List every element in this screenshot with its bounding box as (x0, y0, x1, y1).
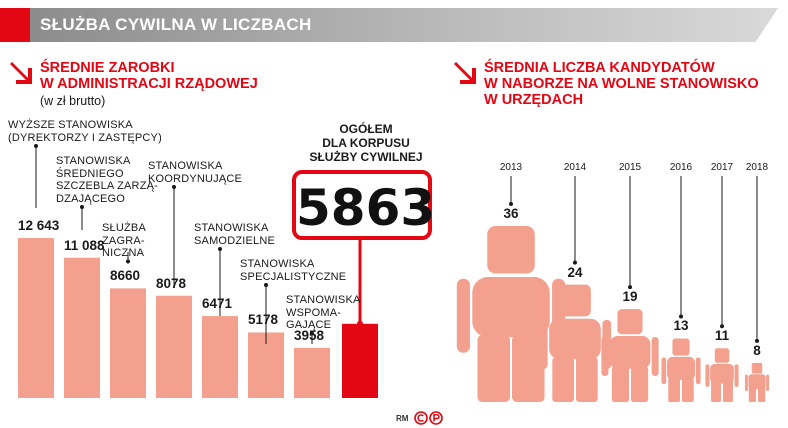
person-glyph-2 (601, 309, 659, 402)
value-label-5: 5178 (248, 312, 279, 328)
candidates-value-5: 8 (753, 342, 761, 358)
total-heading: OGÓŁEM DLA KORPUSU SŁUŻBY CYWILNEJ (309, 122, 423, 164)
candidates-value-1: 24 (567, 264, 583, 280)
total-connector-dot (357, 320, 363, 327)
copyright-logo (414, 411, 443, 425)
header-banner: SŁUŻBA CYWILNA W LICZBACH (0, 8, 788, 42)
bar-6 (294, 347, 330, 398)
bar-0 (18, 238, 54, 398)
category-label-0: WYŻSZE STANOWISKA (DYREKTORZY I ZASTĘPCY… (8, 119, 162, 144)
year-leader-dot-0 (509, 202, 513, 206)
candidates-value-0: 36 (503, 206, 519, 221)
arrow-down-right-icon (454, 62, 476, 84)
year-label-4: 2017 (710, 162, 734, 173)
value-label-1: 11 088 (64, 237, 105, 253)
total-value: 5863 (296, 179, 436, 237)
year-label-2: 2015 (618, 162, 642, 173)
page-title: SŁUŻBA CYWILNA W LICZBACH (40, 15, 312, 34)
candidates-value-2: 19 (622, 289, 638, 305)
bar-7 (342, 323, 378, 398)
category-label-6: STANOWISKA WSPOMA- GAJĄCE (286, 294, 361, 331)
person-glyph-4 (705, 348, 739, 402)
category-label-1: STANOWISKA ŚREDNIEGO SZCZEBLA ZARZĄ- DZA… (56, 155, 159, 205)
category-label-3: STANOWISKA KOORDYNUJĄCE (148, 160, 243, 185)
year-label-1: 2014 (563, 162, 587, 173)
person-glyph-0 (456, 226, 566, 402)
year-label-3: 2016 (669, 162, 693, 173)
salary-unit-note: (w zł brutto) (40, 94, 106, 108)
leader-dot-5 (264, 283, 268, 287)
person-glyph-1 (538, 284, 612, 402)
leader-dot-6 (310, 331, 314, 336)
total-box: 5863 (292, 170, 436, 240)
arrow-down-right-icon (10, 62, 32, 84)
year-leader-dot-1 (573, 260, 577, 265)
year-leader-dot-2 (628, 285, 632, 290)
bar-2 (110, 288, 146, 398)
person-glyph-5 (744, 362, 770, 402)
value-label-6: 3958 (294, 327, 325, 343)
leader-dot-2 (126, 259, 130, 264)
category-label-4: STANOWISKA SAMODZIELNE (194, 222, 276, 247)
value-label-0: 12 643 (18, 218, 60, 233)
candidates-section-title: ŚREDNIA LICZBA KANDYDATÓW W NABORZE NA W… (484, 60, 759, 108)
leader-dot-3 (172, 185, 176, 189)
candidates-value-3: 13 (673, 318, 689, 334)
category-label-5: STANOWISKA SPECJALISTYCZNE (240, 258, 347, 283)
bar-3 (156, 295, 192, 398)
year-label-5: 2018 (745, 162, 769, 173)
year-leader-dot-5 (755, 338, 759, 343)
value-label-3: 8078 (156, 275, 187, 291)
leader-dot-0 (34, 144, 38, 148)
value-label-2: 8660 (110, 268, 141, 284)
banner-background (30, 8, 778, 42)
person-glyph-3 (661, 338, 701, 402)
credit-text: RM (396, 414, 409, 423)
value-label-4: 6471 (202, 296, 233, 312)
banner-accent (0, 8, 30, 42)
leader-dot-1 (80, 205, 84, 209)
salary-section-title: ŚREDNIE ZAROBKI W ADMINISTRACJI RZĄDOWEJ (40, 60, 258, 92)
year-label-0: 2013 (499, 162, 523, 173)
year-leader-dot-3 (679, 314, 683, 319)
candidates-value-4: 11 (714, 328, 730, 344)
year-leader-dot-4 (720, 324, 724, 329)
bar-1 (64, 257, 100, 398)
leader-dot-4 (218, 247, 222, 251)
bar-4 (202, 316, 238, 398)
category-label-2: SŁUŻBA ZAGRA- NICZNA (102, 222, 146, 259)
